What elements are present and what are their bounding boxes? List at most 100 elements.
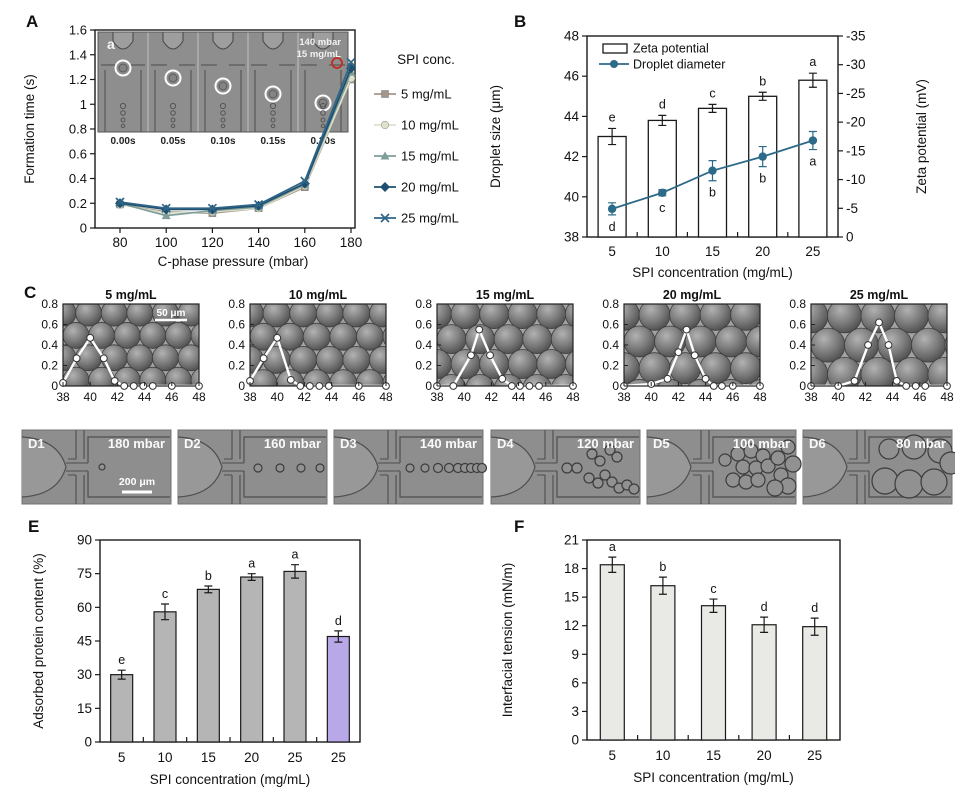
svg-text:42: 42 [298, 390, 312, 404]
svg-text:D1: D1 [28, 436, 45, 451]
panel-d-image-D6: D6 80 mbar [802, 429, 955, 505]
svg-text:75: 75 [77, 566, 92, 581]
svg-text:45: 45 [77, 634, 92, 649]
svg-text:10: 10 [157, 750, 172, 765]
svg-text:c: c [709, 86, 715, 100]
svg-text:5: 5 [609, 748, 617, 763]
svg-text:0: 0 [799, 379, 806, 393]
svg-text:100 mbar: 100 mbar [733, 436, 790, 451]
svg-text:e: e [118, 653, 125, 667]
svg-text:15: 15 [705, 244, 720, 259]
panel-d-row: D1 180 mbar 200 μm D2 160 mbar D3 140 mbar D4 12… [21, 429, 955, 505]
svg-text:42: 42 [485, 390, 499, 404]
svg-text:5 mg/mL: 5 mg/mL [105, 288, 157, 302]
svg-text:e: e [609, 110, 616, 124]
panel-d-image-D3: D3 140 mbar [333, 429, 488, 505]
svg-text:c: c [659, 201, 665, 215]
svg-text:50 μm: 50 μm [157, 308, 186, 319]
svg-text:80 mbar: 80 mbar [896, 436, 946, 451]
svg-text:42: 42 [111, 390, 125, 404]
svg-text:46: 46 [352, 390, 366, 404]
svg-text:25: 25 [331, 750, 346, 765]
svg-text:0.6: 0.6 [228, 318, 245, 332]
svg-text:46: 46 [564, 69, 579, 84]
svg-text:46: 46 [165, 390, 179, 404]
svg-text:46: 46 [539, 390, 553, 404]
svg-text:d: d [335, 614, 342, 628]
panel-e-chart: 0 15 30 45 60 75 90 5 10 15 20 25 25 SPI concentratio… [31, 533, 361, 787]
svg-text:0: 0 [51, 379, 58, 393]
svg-text:1.2: 1.2 [69, 72, 87, 87]
svg-text:160: 160 [294, 235, 317, 250]
svg-text:46: 46 [913, 390, 927, 404]
svg-text:d: d [659, 97, 666, 111]
svg-text:12: 12 [564, 618, 579, 633]
svg-text:0.2: 0.2 [228, 359, 245, 373]
svg-text:b: b [709, 186, 716, 200]
svg-text:a: a [248, 557, 255, 571]
svg-text:0.2: 0.2 [789, 359, 806, 373]
svg-text:Adsorbed protein content (%): Adsorbed protein content (%) [31, 553, 46, 729]
svg-text:-5: -5 [846, 201, 858, 216]
svg-text:0.4: 0.4 [41, 338, 58, 352]
svg-text:38: 38 [617, 390, 631, 404]
svg-text:0.4: 0.4 [228, 338, 245, 352]
svg-text:44: 44 [138, 390, 152, 404]
svg-text:a: a [107, 36, 115, 52]
svg-text:40: 40 [84, 390, 98, 404]
svg-text:SPI concentration (mg/mL): SPI concentration (mg/mL) [150, 772, 311, 787]
svg-text:40: 40 [458, 390, 472, 404]
svg-text:0.2: 0.2 [602, 359, 619, 373]
svg-text:25: 25 [287, 750, 302, 765]
svg-text:-35: -35 [846, 29, 866, 44]
svg-text:Interfacial tension (mN/m): Interfacial tension (mN/m) [500, 563, 515, 718]
svg-text:44: 44 [886, 390, 900, 404]
svg-text:a: a [609, 540, 616, 554]
panel-d-image-D4: D4 120 mbar [490, 429, 641, 505]
panel-a-label: A [26, 12, 39, 31]
svg-text:21: 21 [564, 533, 579, 548]
svg-text:SPI concentration (mg/mL): SPI concentration (mg/mL) [632, 265, 793, 280]
svg-text:1.4: 1.4 [69, 47, 87, 62]
svg-text:3: 3 [571, 704, 579, 719]
panel-d-image-D2: D2 160 mbar [177, 429, 328, 505]
svg-text:D6: D6 [809, 436, 826, 451]
panel-d-image-D5: D5 100 mbar [646, 429, 802, 505]
svg-text:d: d [811, 601, 818, 615]
panel-f-chart: 0 3 6 9 12 15 18 21 5 10 15 20 25 SPI concentration (… [500, 533, 841, 785]
svg-text:38: 38 [564, 230, 579, 245]
svg-text:Zeta potential: Zeta potential [633, 42, 709, 56]
panel-b-label: B [514, 12, 527, 31]
svg-text:5: 5 [608, 244, 616, 259]
svg-text:D3: D3 [340, 436, 357, 451]
svg-text:Zeta potential (mV): Zeta potential (mV) [914, 79, 929, 194]
panel-c-subplot-4: 20 mg/mL 0 0.2 0.4 0.6 0.8 38 40 42 44 46 48 [602, 288, 767, 404]
svg-text:0.2: 0.2 [69, 196, 87, 211]
svg-text:0.4: 0.4 [602, 338, 619, 352]
svg-text:25 mg/mL: 25 mg/mL [401, 211, 459, 226]
svg-text:Droplet diameter: Droplet diameter [633, 58, 725, 72]
svg-text:180: 180 [340, 235, 363, 250]
svg-text:15 mg/mL: 15 mg/mL [476, 288, 535, 302]
svg-text:SPI concentration (mg/mL): SPI concentration (mg/mL) [633, 770, 794, 785]
svg-text:0.00s: 0.00s [110, 136, 135, 147]
svg-text:200 μm: 200 μm [119, 476, 155, 488]
svg-text:90: 90 [77, 533, 92, 548]
panel-e-label: E [28, 517, 40, 536]
svg-text:9: 9 [571, 647, 579, 662]
panel-d-image-D1: D1 180 mbar 200 μm [21, 429, 172, 505]
svg-text:SPI conc.: SPI conc. [397, 52, 455, 67]
panel-b-chart: 38 40 42 44 46 48 0 -5 -10 -15 -20 -25 -30 -35 5 10 15 20… [488, 29, 929, 281]
svg-text:Droplet size (μm): Droplet size (μm) [488, 85, 503, 188]
svg-text:48: 48 [566, 390, 580, 404]
svg-text:0.05s: 0.05s [160, 136, 185, 147]
svg-text:10 mg/mL: 10 mg/mL [289, 288, 348, 302]
svg-text:80: 80 [112, 235, 127, 250]
svg-text:20: 20 [755, 244, 770, 259]
svg-text:140 mbar: 140 mbar [299, 37, 341, 48]
svg-text:0.8: 0.8 [69, 122, 87, 137]
svg-text:38: 38 [56, 390, 70, 404]
svg-text:48: 48 [192, 390, 206, 404]
svg-text:15 mg/mL: 15 mg/mL [401, 149, 459, 164]
